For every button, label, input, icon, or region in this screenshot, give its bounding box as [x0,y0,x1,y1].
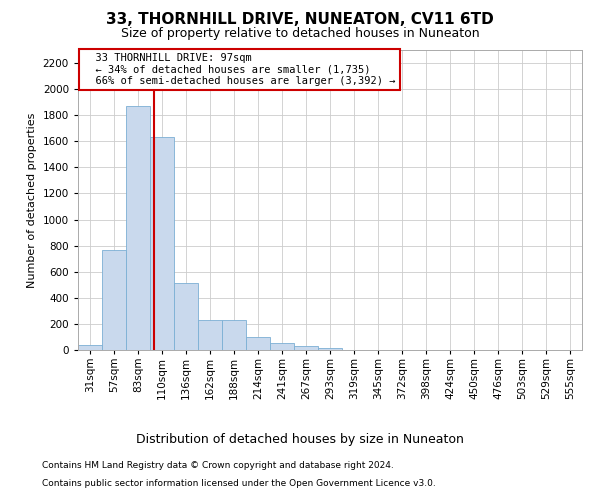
Text: Contains public sector information licensed under the Open Government Licence v3: Contains public sector information licen… [42,478,436,488]
Bar [174,284,198,350]
Bar [150,138,174,350]
Text: 33, THORNHILL DRIVE, NUNEATON, CV11 6TD: 33, THORNHILL DRIVE, NUNEATON, CV11 6TD [106,12,494,28]
Text: 33 THORNHILL DRIVE: 97sqm
  ← 34% of detached houses are smaller (1,735)
  66% o: 33 THORNHILL DRIVE: 97sqm ← 34% of detac… [83,53,395,86]
Bar [318,348,342,350]
Text: Contains HM Land Registry data © Crown copyright and database right 2024.: Contains HM Land Registry data © Crown c… [42,461,394,470]
Bar [294,346,318,350]
Bar [102,250,126,350]
Y-axis label: Number of detached properties: Number of detached properties [27,112,37,288]
Bar [126,106,150,350]
Bar [246,337,270,350]
Bar [270,344,294,350]
Bar [78,345,102,350]
Bar [222,320,246,350]
Text: Size of property relative to detached houses in Nuneaton: Size of property relative to detached ho… [121,28,479,40]
Bar [198,320,222,350]
Text: Distribution of detached houses by size in Nuneaton: Distribution of detached houses by size … [136,432,464,446]
